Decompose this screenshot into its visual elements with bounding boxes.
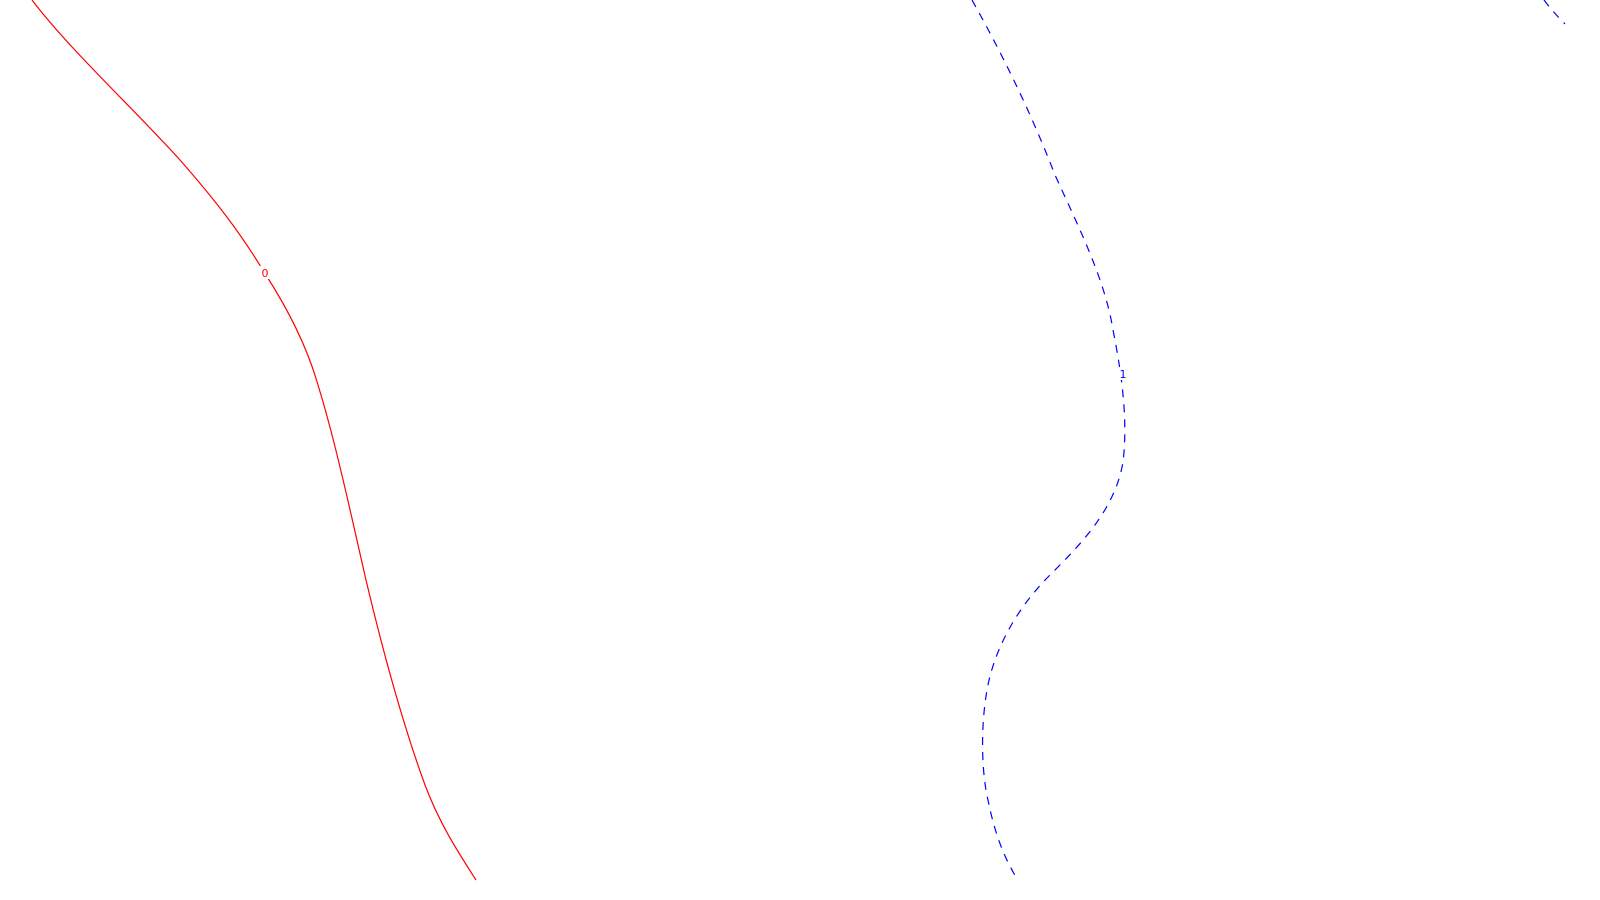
contour-label-1-bg bbox=[1117, 367, 1128, 380]
contour-label-0: 0 bbox=[262, 267, 269, 280]
contour-label-1: 1 bbox=[1120, 368, 1127, 381]
contour-line-0 bbox=[31, 0, 477, 881]
contour-line-2 bbox=[1543, 0, 1566, 25]
contour-label-0-bg bbox=[259, 266, 270, 279]
contour-line-1 bbox=[971, 0, 1126, 881]
